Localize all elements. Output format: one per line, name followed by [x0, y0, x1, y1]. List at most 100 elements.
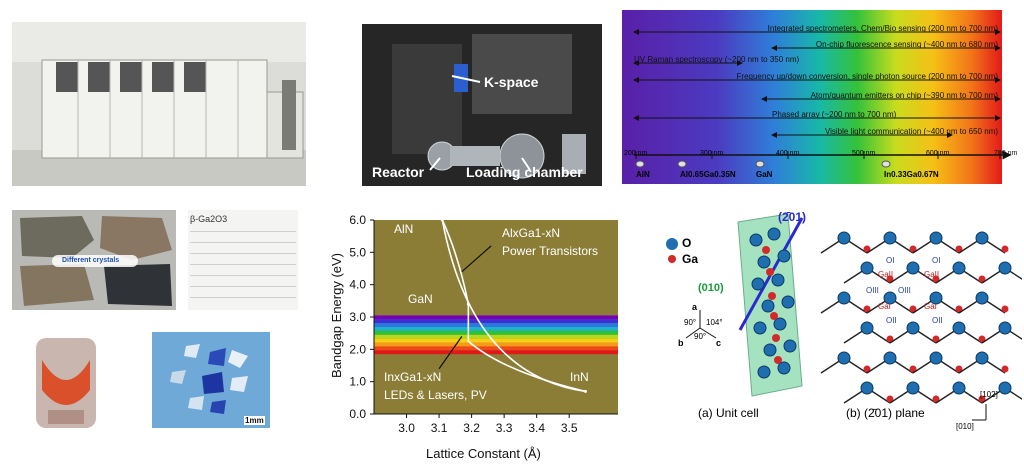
- structure-panel: O Ga (2̄01) (010) a b c 90° 104° 90° (a)…: [660, 210, 1022, 460]
- oxygen-atom: [761, 299, 775, 313]
- axis-c-label: c: [716, 338, 722, 348]
- spectrum-panel: Integrated spectrometers, Chem/Bio sensi…: [622, 10, 1020, 184]
- boule-photo: [30, 330, 102, 434]
- gallium-atom: [762, 246, 770, 254]
- visible-band-2: [374, 319, 618, 324]
- arrow-ingan: [438, 336, 463, 370]
- tick-label-500: 500 nm: [852, 150, 876, 157]
- oxygen-atom: [883, 291, 897, 305]
- legend-o-label: O: [682, 236, 692, 250]
- point-label-gan: GaN: [408, 292, 433, 306]
- gallium-atom: [1001, 305, 1009, 313]
- site-oii-2: OII: [932, 316, 943, 325]
- face-label: (010): [698, 282, 724, 294]
- reactor-photo: K-space Reactor Loading chamber: [362, 24, 602, 186]
- tick-label-300: 300 nm: [700, 150, 724, 157]
- gallium-atom: [886, 275, 894, 283]
- ga2o3-text-line-1: β-Ga2O3: [190, 214, 228, 224]
- site-oi-1: OI: [886, 256, 895, 265]
- site-oiii-2: OIII: [898, 286, 911, 295]
- oxygen-atom: [998, 321, 1012, 335]
- oxygen-atom: [749, 233, 763, 247]
- visible-band-4: [374, 327, 618, 331]
- site-gaii-2: GaII: [924, 270, 940, 279]
- y-tick-label: 2.0: [349, 342, 366, 356]
- spectrum-row-1: Integrated spectrometers, Chem/Bio sensi…: [767, 24, 998, 33]
- site-gaii-1: GaII: [878, 270, 894, 279]
- gallium-atom: [772, 334, 780, 342]
- y-tick-label: 4.0: [349, 278, 366, 292]
- annotation-ingan-2: LEDs & Lasers, PV: [384, 388, 487, 402]
- oxygen-atom: [906, 261, 920, 275]
- oxygen-atom: [783, 339, 797, 353]
- axis-b-label: b: [678, 338, 684, 348]
- x-tick-label: 3.5: [561, 421, 578, 435]
- oxygen-atom: [883, 351, 897, 365]
- y-tick-label: 6.0: [349, 213, 366, 227]
- gallium-atom: [774, 356, 782, 364]
- oxygen-atom: [781, 295, 795, 309]
- oxygen-atom: [753, 321, 767, 335]
- oxygen-atom: [860, 381, 874, 395]
- curve-alinn: [441, 219, 586, 393]
- visible-band-5: [374, 330, 618, 335]
- angle-side: 104°: [706, 318, 723, 327]
- visible-band-1: [374, 315, 618, 320]
- spectrum-row-4: Frequency up/down conversion, single pho…: [736, 72, 998, 81]
- oxygen-atom: [771, 273, 785, 287]
- gallium-atom: [932, 395, 940, 403]
- material-marker-3: [755, 160, 765, 168]
- oxygen-atom: [860, 261, 874, 275]
- xlabel: Lattice Constant (Å): [426, 446, 541, 461]
- ylabel: Bandgap Energy (eV): [329, 252, 345, 379]
- spectrum-row-7: Visible light communication (~400 nm to …: [824, 127, 998, 136]
- gallium-atom: [909, 305, 917, 313]
- oxygen-atom: [837, 291, 851, 305]
- gallium-atom: [863, 305, 871, 313]
- tick-label-400: 400 nm: [776, 150, 800, 157]
- gallium-atom: [955, 365, 963, 373]
- legend-ga-atom: [668, 255, 676, 263]
- oxygen-atom: [952, 321, 966, 335]
- point-label-inn: InN: [570, 370, 589, 384]
- point-gan: [466, 302, 470, 306]
- gallium-atom: [886, 335, 894, 343]
- oxygen-atom: [975, 231, 989, 245]
- gallium-atom: [978, 335, 986, 343]
- oxygen-atom: [906, 321, 920, 335]
- spectrum-row-6: Phased array (~200 nm to 700 nm): [772, 110, 897, 119]
- loading-chamber-label: Loading chamber: [466, 164, 583, 180]
- site-oi-2: OI: [932, 256, 941, 265]
- gallium-atom: [1001, 365, 1009, 373]
- oxygen-atom: [837, 351, 851, 365]
- x-tick-label: 3.2: [463, 421, 480, 435]
- gallium-atom: [909, 245, 917, 253]
- tick-label-700: 700 nm: [994, 150, 1018, 157]
- gallium-atom: [955, 245, 963, 253]
- visible-band-10: [374, 350, 618, 355]
- spectrum-graphic: [622, 10, 1012, 184]
- arrow-algan: [461, 245, 492, 273]
- oxygen-atom: [837, 231, 851, 245]
- material-ingan: In0.33Ga0.67N: [884, 170, 939, 179]
- y-tick-label: 1.0: [349, 375, 366, 389]
- point-aln: [440, 218, 444, 222]
- visible-band-3: [374, 323, 618, 328]
- tick-label-200: 200 nm: [624, 150, 648, 157]
- x-tick-label: 3.3: [496, 421, 513, 435]
- gallium-atom: [863, 365, 871, 373]
- legend-ga-label: Ga: [682, 252, 699, 266]
- x-tick-label: 3.0: [398, 421, 415, 435]
- oxygen-atom: [929, 231, 943, 245]
- oxygen-atom: [975, 351, 989, 365]
- visible-band-7: [374, 338, 618, 343]
- angle-top: 90°: [684, 318, 697, 327]
- gallium-atom: [863, 245, 871, 253]
- gallium-atom: [978, 395, 986, 403]
- k-space-label: K-space: [484, 74, 539, 90]
- gallium-atom: [909, 365, 917, 373]
- ga2o3-grid-pattern: [190, 228, 296, 308]
- reactor-label: Reactor: [372, 164, 425, 180]
- gallium-atom: [766, 268, 774, 276]
- caption-plane: (b) (2̄01) plane: [846, 406, 925, 420]
